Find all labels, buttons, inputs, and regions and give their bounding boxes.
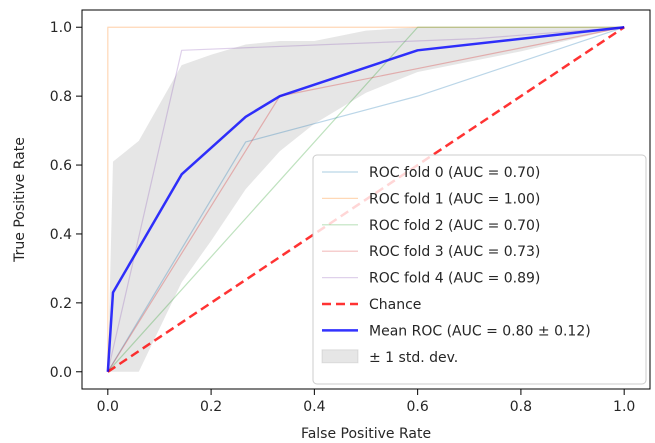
x-tick-label: 0.6: [407, 399, 429, 415]
legend-label: ± 1 std. dev.: [369, 350, 458, 366]
y-tick-label: 0.2: [50, 296, 72, 312]
legend-label: ROC fold 3 (AUC = 0.73): [369, 244, 540, 260]
legend-label: ROC fold 1 (AUC = 1.00): [369, 191, 540, 207]
series-line-3: [107, 26, 625, 373]
legend: ROC fold 0 (AUC = 0.70) ROC fold 1 (AUC =…: [312, 154, 647, 385]
legend-label: ROC fold 4 (AUC = 0.89): [369, 271, 540, 287]
y-tick-label: 0.0: [50, 365, 72, 381]
y-tick-label: 0.4: [50, 227, 72, 243]
plot-frame: [81, 9, 651, 390]
y-tick-label: 0.6: [50, 158, 72, 174]
y-axis-label: True Positive Rate: [12, 137, 28, 263]
std-band-layer: [107, 27, 625, 372]
legend-box: [312, 154, 647, 385]
legend-label: Mean ROC (AUC = 0.80 ± 0.12): [369, 323, 591, 339]
x-axis-label: False Positive Rate: [301, 426, 431, 442]
x-tick-label: 0.4: [303, 399, 325, 415]
series-line-0: [107, 26, 625, 373]
x-tick-label: 1.0: [613, 399, 635, 415]
x-tick-label: 0.8: [510, 399, 532, 415]
x-tick-label: 0.0: [97, 399, 119, 415]
ticks-layer: 0.0 0.2 0.4 0.6 0.8 1.0 0.0 0.2 0.4 0.6 0.8 1.0: [50, 20, 636, 415]
legend-swatch: [321, 349, 359, 364]
series-line-4: [107, 26, 625, 372]
std-dev-band: [107, 27, 625, 372]
legend-label: ROC fold 0 (AUC = 0.70): [369, 165, 540, 181]
x-tick-label: 0.2: [200, 399, 222, 415]
series-line-2: [107, 26, 625, 373]
series-line-6: [106, 25, 625, 372]
y-tick-label: 0.8: [50, 89, 72, 105]
series-line-1: [107, 26, 625, 372]
legend-label: ROC fold 2 (AUC = 0.70): [369, 218, 540, 234]
legend-label: Chance: [369, 297, 421, 313]
y-tick-label: 1.0: [50, 20, 72, 36]
